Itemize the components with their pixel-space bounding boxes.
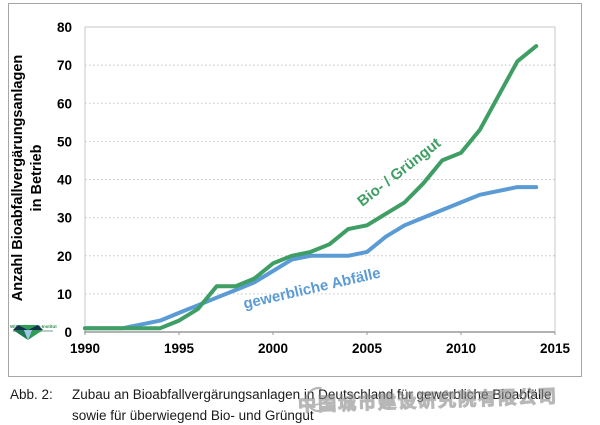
x-tick-label-2000: 2000 [258,341,288,356]
witzenhausen-logo: Witzenhausen-Institut [10,324,57,340]
y-axis-title-line2: in Betrieb [29,144,45,211]
y-tick-label-10: 10 [57,287,72,302]
gem-logo-icon [13,325,43,340]
y-tick-label-0: 0 [64,325,72,340]
y-tick-label-40: 40 [57,173,72,188]
y-tick-label-20: 20 [57,249,72,264]
caption-text: Zubau an Bioabfallvergärungsanlagen in D… [72,384,587,425]
y-tick-label-30: 30 [57,211,72,226]
y-tick-label-50: 50 [57,134,72,149]
y-tick-label-80: 80 [57,20,72,35]
caption-line2: sowie für überwiegend Bio- und Grüngut [72,408,314,423]
x-tick-label-2005: 2005 [352,341,383,356]
x-tick-label-2015: 2015 [540,341,571,356]
x-tick-label-2010: 2010 [446,341,476,356]
y-axis-title-line1: Anzahl Bioabfallvergärungsanlagen [10,55,26,302]
y-tick-label-70: 70 [57,58,72,73]
x-tick-label-1990: 1990 [70,341,100,356]
caption-tag: Abb. 2: [10,387,53,402]
line-chart: 0 10 20 30 40 50 60 70 80 1990 1995 2000 2005 2010 201… [10,20,571,356]
series-line-bio-gruengut [83,44,539,331]
caption-line1: Zubau an Bioabfallvergärungsanlagen in D… [72,387,552,402]
x-tick-label-1995: 1995 [164,341,195,356]
series-line-gewerbliche-abfaelle [83,185,539,331]
y-tick-label-60: 60 [57,96,72,111]
